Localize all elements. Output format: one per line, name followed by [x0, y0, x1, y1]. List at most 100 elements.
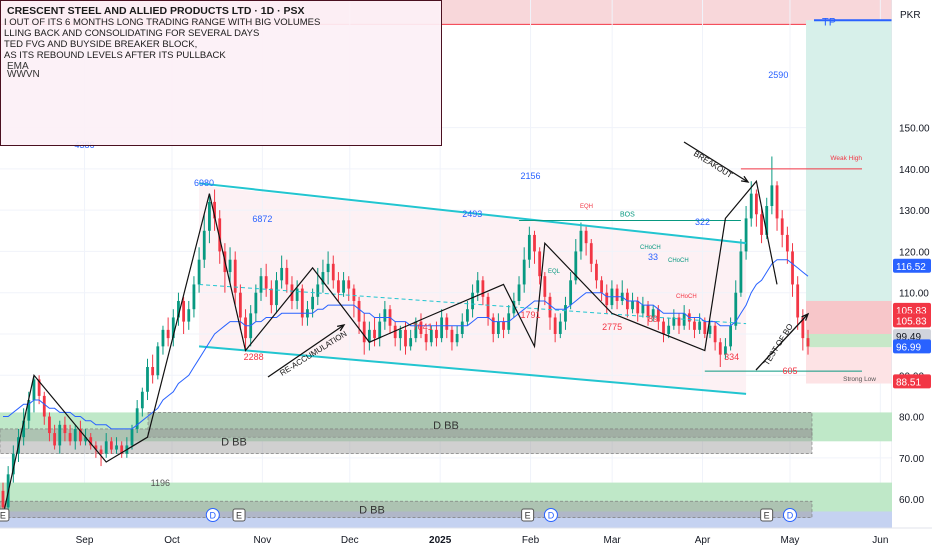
candle-body [806, 338, 810, 347]
candle [558, 313, 562, 339]
reaccumulation-arrow [267, 324, 346, 378]
annotation-breakout: BREAKOUT [692, 149, 734, 180]
candle [42, 391, 46, 425]
candle-body [460, 321, 464, 334]
candle-body [662, 321, 665, 334]
candle-body [11, 453, 15, 475]
price-tag-text: 96.99 [896, 342, 921, 353]
candle-body [326, 263, 330, 273]
candle [233, 251, 237, 306]
candle [182, 296, 186, 334]
price-tick-label: 70.00 [899, 454, 924, 465]
candle-body [362, 321, 366, 343]
candle [533, 230, 536, 264]
candle [58, 420, 62, 454]
candle-body [595, 263, 598, 281]
candle-body [99, 449, 103, 454]
candle [68, 424, 72, 446]
candle [641, 296, 645, 318]
candle-body [171, 317, 175, 339]
candle-body [749, 193, 753, 219]
candle-body [37, 379, 41, 396]
time-tick-label: Apr [695, 535, 711, 546]
candle-body [476, 280, 480, 293]
marker-text: E [525, 511, 531, 521]
candle-body [295, 288, 299, 301]
candle [32, 375, 36, 413]
candle [589, 239, 593, 273]
candle-body [667, 325, 671, 334]
candle-body [321, 272, 325, 285]
volume-label: 6980 [194, 178, 214, 188]
candle-body [254, 292, 258, 314]
candle [202, 214, 206, 268]
candle-body [135, 408, 139, 429]
structure-zigzag [2, 179, 778, 516]
candle [775, 181, 779, 231]
candle [300, 284, 304, 326]
candle-body [677, 317, 681, 326]
candle-body [228, 259, 232, 273]
candle [806, 329, 810, 355]
price-axis[interactable]: PKR60.0070.0080.0090.00100.00110.00120.0… [892, 0, 932, 550]
candle-body [79, 428, 82, 442]
candle [326, 251, 330, 285]
weak-high-label: Weak High [830, 155, 862, 162]
bos-label: BOS [620, 211, 635, 218]
candle-body [589, 243, 593, 264]
candle-body [130, 428, 134, 446]
candle-body [718, 342, 722, 355]
candle-body [115, 445, 118, 450]
candle-body [517, 284, 521, 301]
candle [600, 276, 603, 301]
candle-body [471, 292, 474, 310]
candle-body [791, 251, 794, 285]
volume-label: 89 [648, 314, 658, 324]
candle [471, 284, 474, 318]
marker-circle [543, 508, 558, 522]
time-tick-label: May [781, 535, 800, 546]
candle [104, 433, 108, 458]
candle [760, 206, 763, 244]
candle-body [543, 276, 547, 297]
marker-text: D [787, 511, 794, 521]
volume-label: 2590 [768, 70, 788, 80]
candle-body [156, 346, 160, 376]
candle [631, 292, 634, 314]
candle-body [337, 280, 340, 293]
candle-body [32, 379, 36, 401]
candle [166, 317, 170, 347]
candle-body [734, 292, 738, 326]
price-tag-text: 105.83 [896, 306, 927, 317]
candle-body [739, 251, 743, 293]
candle [135, 400, 139, 434]
candle-body [693, 321, 696, 330]
candle-body [58, 424, 62, 446]
candle [109, 437, 113, 454]
time-axis[interactable]: Sep Oct Nov Dec 2025 Feb Mar Apr May Jun E D E E D E D [0, 508, 932, 550]
candle-body [182, 300, 186, 322]
loss-box-upper [806, 300, 892, 337]
dividend-marker: D [543, 508, 558, 522]
candle [79, 420, 82, 446]
price-tick-label: 140.00 [899, 165, 930, 176]
arrow-shaft [755, 313, 809, 371]
candle [89, 433, 93, 450]
candle-body [708, 325, 712, 334]
candle [171, 309, 175, 347]
candle [192, 276, 196, 318]
candle-body [316, 284, 320, 297]
indicator-ema-label[interactable]: EMA [7, 61, 29, 72]
candle [337, 272, 340, 301]
candle [569, 272, 573, 310]
indicator-wwvn-label[interactable]: WWVN [7, 69, 40, 80]
candle [724, 338, 727, 359]
candle [662, 317, 665, 343]
candle-body [27, 400, 31, 421]
candle-body [760, 214, 763, 235]
candle [749, 181, 753, 227]
time-tick-label: Dec [341, 535, 359, 546]
currency-label: PKR [900, 10, 921, 21]
time-tick-label: Oct [164, 535, 180, 546]
